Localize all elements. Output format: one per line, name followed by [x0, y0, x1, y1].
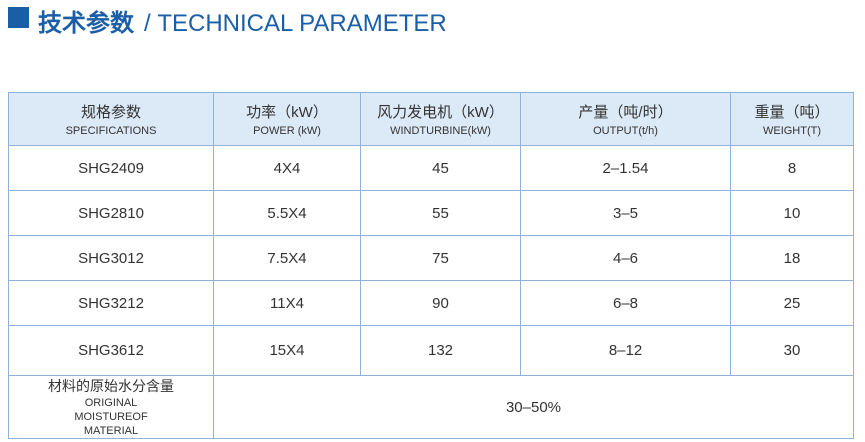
- table-cell: 2–1.54: [520, 145, 731, 191]
- table-cell: 30: [730, 325, 854, 376]
- table-cell: 25: [730, 280, 854, 326]
- title: 技术参数 / TECHNICAL PARAMETER: [38, 3, 447, 38]
- footer-value: 30–50%: [213, 375, 854, 439]
- column-header: 规格参数 SPECIFICATIONS: [8, 92, 214, 146]
- table-cell: 45: [360, 145, 521, 191]
- title-marker: [8, 7, 29, 28]
- table-cell: 4X4: [213, 145, 361, 191]
- table-cell: SHG3212: [8, 280, 214, 326]
- footer-label-en: ORIGINAL MOISTUREOF MATERIAL: [74, 397, 148, 437]
- parameter-table: 规格参数 SPECIFICATIONS 功率（kW） POWER (kW) 风力发电机（…: [8, 92, 854, 439]
- footer-row: 材料的原始水分含量 ORIGINAL MOISTUREOF MATERIAL 30–…: [8, 375, 854, 439]
- header-row: 规格参数 SPECIFICATIONS 功率（kW） POWER (kW) 风力发电机（…: [8, 92, 854, 146]
- table-cell: SHG3012: [8, 235, 214, 281]
- table-cell: 3–5: [520, 190, 731, 236]
- column-header-en: WEIGHT(T): [762, 125, 822, 137]
- table-row: SHG3012 7.5X4 75 4–6 18: [8, 235, 854, 281]
- column-header-en: WINDTURBINE(kW): [390, 125, 491, 137]
- column-header: 重量（吨） WEIGHT(T): [730, 92, 854, 146]
- table-cell: 18: [730, 235, 854, 281]
- column-header-en: SPECIFICATIONS: [65, 125, 157, 137]
- table-cell: 8–12: [520, 325, 731, 376]
- column-header-en: POWER (kW): [253, 125, 321, 137]
- table-cell: 11X4: [213, 280, 361, 326]
- column-header: 风力发电机（kW） WINDTURBINE(kW): [360, 92, 521, 146]
- column-header: 产量（吨/时） OUTPUT(t/h): [520, 92, 731, 146]
- table-row: SHG3212 11X4 90 6–8 25: [8, 280, 854, 326]
- table-row: SHG2810 5.5X4 55 3–5 10: [8, 190, 854, 236]
- table-cell: 7.5X4: [213, 235, 361, 281]
- table-cell: SHG2409: [8, 145, 214, 191]
- table-cell: 10: [730, 190, 854, 236]
- footer-label-cn: 材料的原始水分含量: [48, 378, 174, 394]
- table-cell: 55: [360, 190, 521, 236]
- column-header-cn: 风力发电机（kW）: [377, 104, 504, 121]
- column-header-cn: 重量（吨）: [754, 104, 830, 121]
- table-cell: 8: [730, 145, 854, 191]
- table-cell: 6–8: [520, 280, 731, 326]
- table-cell: 90: [360, 280, 521, 326]
- column-header-cn: 产量（吨/时）: [578, 104, 673, 121]
- column-header-cn: 功率（kW）: [246, 104, 328, 121]
- table-cell: 15X4: [213, 325, 361, 376]
- table-row: SHG2409 4X4 45 2–1.54 8: [8, 145, 854, 191]
- table-cell: 4–6: [520, 235, 731, 281]
- table-row: SHG3612 15X4 132 8–12 30: [8, 325, 854, 376]
- footer-label: 材料的原始水分含量 ORIGINAL MOISTUREOF MATERIAL: [8, 375, 214, 439]
- column-header-en: OUTPUT(t/h): [593, 125, 658, 137]
- table-cell: 5.5X4: [213, 190, 361, 236]
- table-cell: 75: [360, 235, 521, 281]
- title-en: / TECHNICAL PARAMETER: [144, 10, 447, 37]
- table-cell: SHG2810: [8, 190, 214, 236]
- title-cn: 技术参数: [38, 10, 134, 37]
- table-cell: 132: [360, 325, 521, 376]
- column-header-cn: 规格参数: [80, 104, 141, 121]
- column-header: 功率（kW） POWER (kW): [213, 92, 361, 146]
- table-body: SHG2409 4X4 45 2–1.54 8 SHG2810 5.5X4 55 3–5 10 SH…: [8, 145, 854, 439]
- table-cell: SHG3612: [8, 325, 214, 376]
